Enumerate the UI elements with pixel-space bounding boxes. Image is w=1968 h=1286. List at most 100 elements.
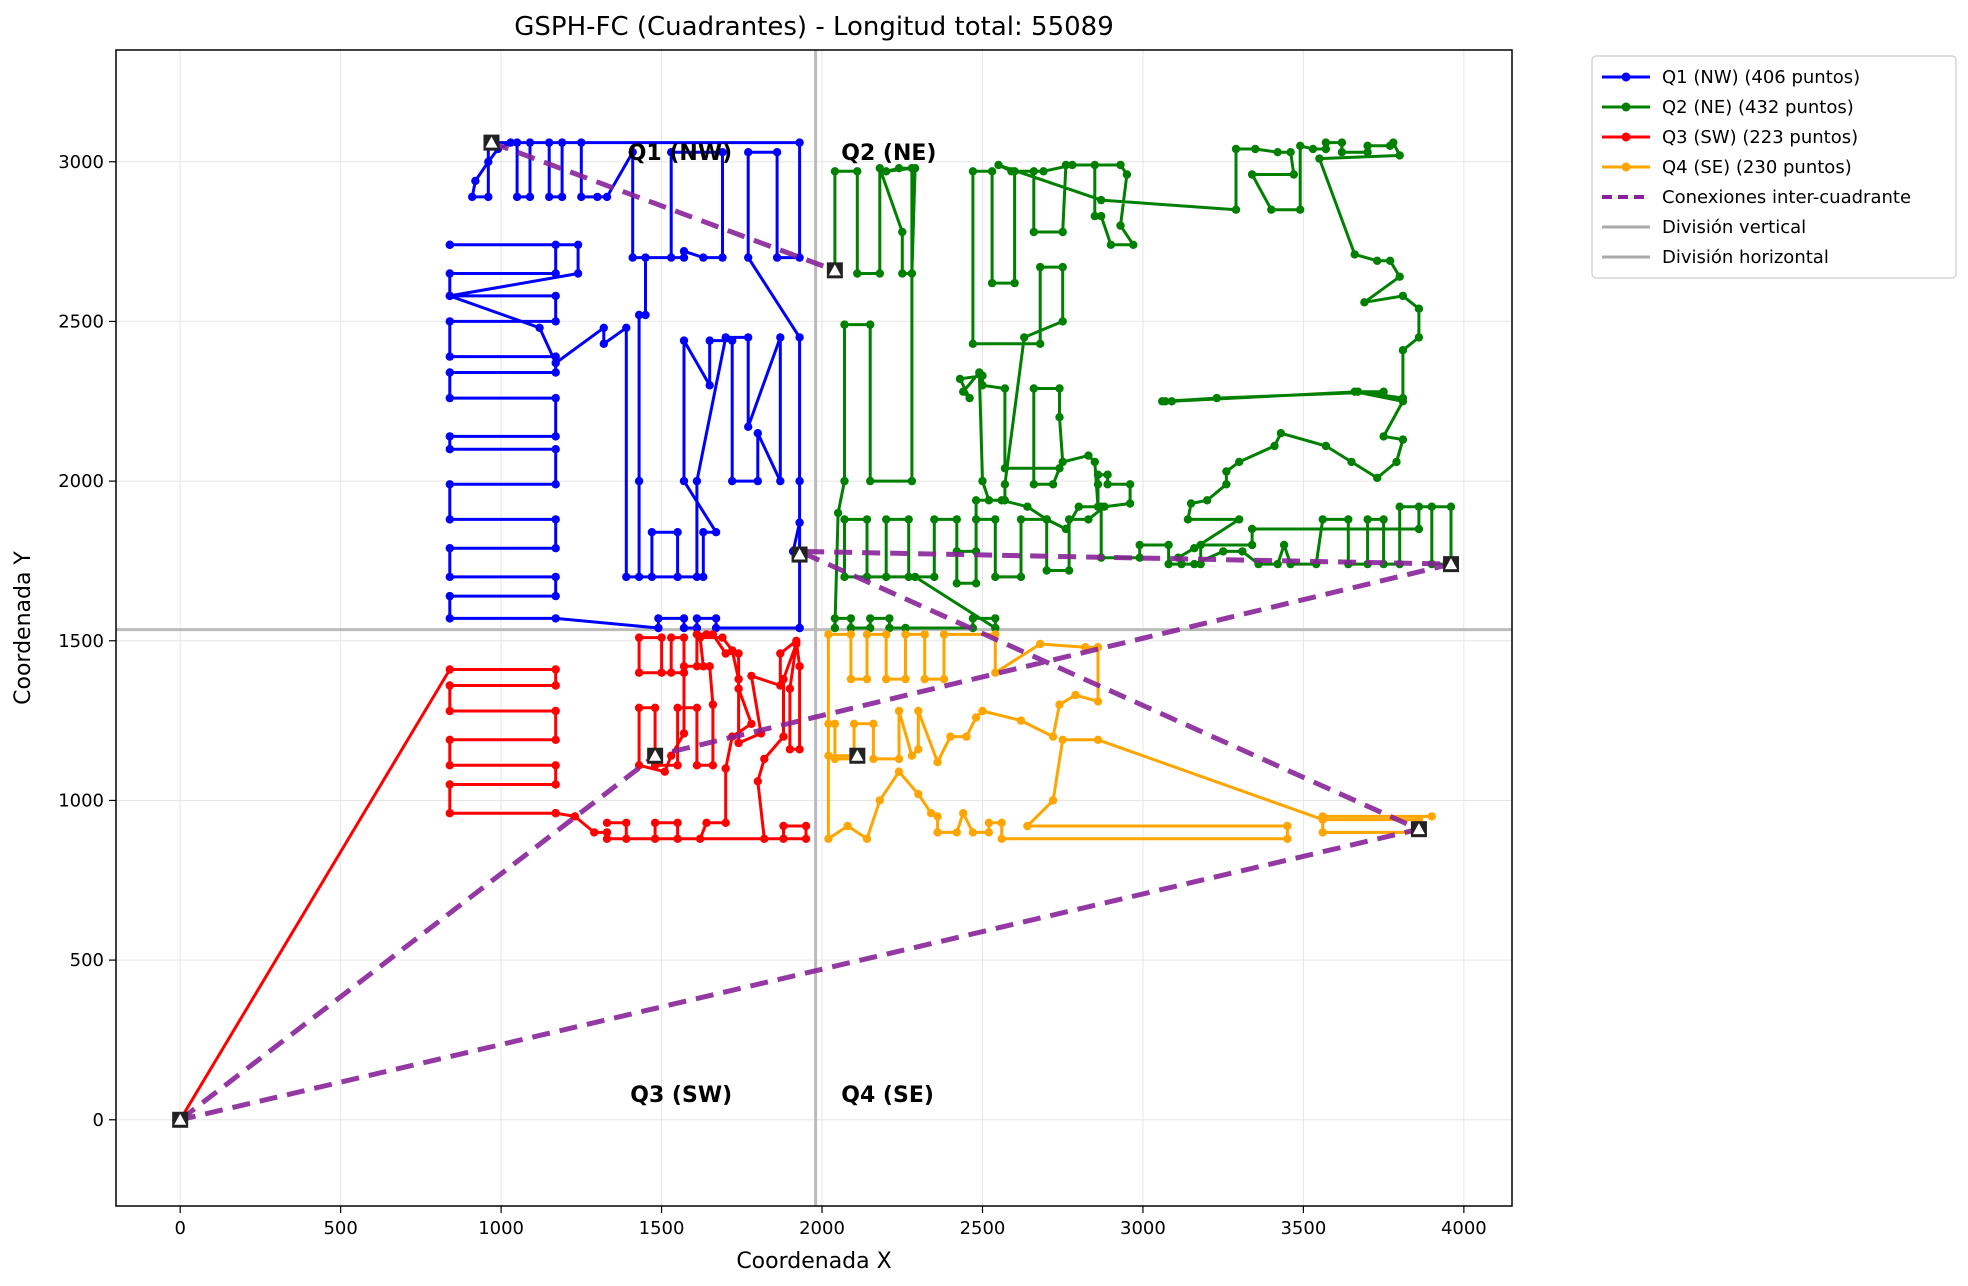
data-point xyxy=(997,834,1006,843)
legend-box xyxy=(1591,55,1957,279)
data-point xyxy=(1183,515,1193,524)
data-point xyxy=(991,614,1000,623)
data-point xyxy=(1058,262,1067,272)
data-point xyxy=(1350,250,1359,259)
y-tick-label: 2500 xyxy=(58,311,104,332)
x-tick-label: 1500 xyxy=(639,1218,685,1239)
data-point xyxy=(679,623,689,633)
data-point xyxy=(1000,464,1010,473)
data-point xyxy=(667,253,676,262)
data-point xyxy=(1247,170,1257,179)
x-tick-label: 500 xyxy=(323,1218,357,1239)
data-point xyxy=(445,761,454,770)
plot-frame xyxy=(115,49,1513,1207)
endpoint-marker-glyph xyxy=(793,548,806,560)
data-point xyxy=(1068,160,1077,170)
data-point xyxy=(599,323,608,332)
data-point xyxy=(1373,256,1382,265)
data-point xyxy=(699,528,708,537)
chart-title: GSPH-FC (Cuadrantes) - Longitud total: 5… xyxy=(514,12,1114,42)
data-point xyxy=(445,515,454,524)
endpoint-marker-glyph xyxy=(828,264,841,276)
y-tick-label: 1500 xyxy=(58,631,104,652)
data-point xyxy=(894,754,904,764)
data-point xyxy=(545,138,554,147)
data-point xyxy=(679,668,689,677)
data-point xyxy=(866,320,875,329)
data-point xyxy=(679,614,689,623)
data-point xyxy=(824,719,833,728)
data-point xyxy=(622,323,631,332)
data-point xyxy=(1058,735,1067,744)
data-point xyxy=(968,614,978,623)
data-point xyxy=(692,614,702,623)
data-point xyxy=(1097,195,1106,205)
data-point xyxy=(776,333,785,342)
data-point xyxy=(785,684,795,693)
y-tick-label: 1000 xyxy=(58,790,104,811)
data-point xyxy=(1247,524,1257,534)
data-point xyxy=(641,253,650,262)
data-point xyxy=(1296,205,1305,214)
data-point xyxy=(1398,291,1408,301)
data-point xyxy=(728,336,737,345)
data-point xyxy=(939,674,949,684)
data-point xyxy=(760,834,769,843)
data-point xyxy=(1231,144,1241,154)
data-point xyxy=(1395,272,1404,281)
data-point xyxy=(1289,170,1299,179)
data-point xyxy=(779,732,788,741)
data-point xyxy=(551,480,560,489)
data-point xyxy=(445,591,454,601)
data-point xyxy=(1379,387,1388,396)
data-point xyxy=(744,333,753,342)
endpoint-marker-glyph xyxy=(174,1113,187,1125)
data-point xyxy=(785,745,795,754)
data-point xyxy=(1414,524,1424,534)
data-point xyxy=(1337,138,1347,147)
data-point xyxy=(1286,148,1295,157)
data-point xyxy=(965,393,974,403)
data-point xyxy=(721,764,730,773)
data-point xyxy=(959,809,968,818)
data-point xyxy=(991,623,1000,633)
y-tick-label: 500 xyxy=(70,950,104,971)
data-point xyxy=(551,358,560,368)
data-point xyxy=(647,528,657,537)
data-point xyxy=(779,834,788,843)
data-point xyxy=(679,633,689,642)
data-point xyxy=(673,761,682,770)
data-point xyxy=(718,253,727,262)
data-point xyxy=(721,333,730,342)
data-point xyxy=(634,310,644,320)
data-point xyxy=(930,572,939,582)
data-point xyxy=(673,818,682,827)
data-point xyxy=(602,834,612,843)
x-tick-label: 1000 xyxy=(478,1218,524,1239)
data-point xyxy=(535,323,544,332)
data-point xyxy=(1084,515,1093,524)
series-q4 xyxy=(824,630,1437,843)
data-point xyxy=(622,818,631,827)
data-point xyxy=(1061,160,1071,170)
data-point xyxy=(634,572,644,582)
data-point xyxy=(551,665,560,674)
legend-label: División horizontal xyxy=(1662,247,1829,268)
data-point xyxy=(1164,540,1173,550)
data-point xyxy=(1103,470,1112,479)
data-point xyxy=(551,240,560,249)
data-point xyxy=(882,572,891,582)
data-point xyxy=(702,818,711,827)
data-point xyxy=(734,674,743,684)
data-point xyxy=(721,649,730,658)
data-point xyxy=(602,192,612,202)
data-point xyxy=(1023,821,1032,831)
data-point xyxy=(846,630,856,639)
data-point xyxy=(708,761,718,770)
data-point xyxy=(551,432,560,441)
data-point xyxy=(747,719,756,728)
data-point xyxy=(904,572,913,582)
data-point xyxy=(901,623,910,633)
data-point xyxy=(894,164,904,173)
data-point xyxy=(1267,205,1276,214)
